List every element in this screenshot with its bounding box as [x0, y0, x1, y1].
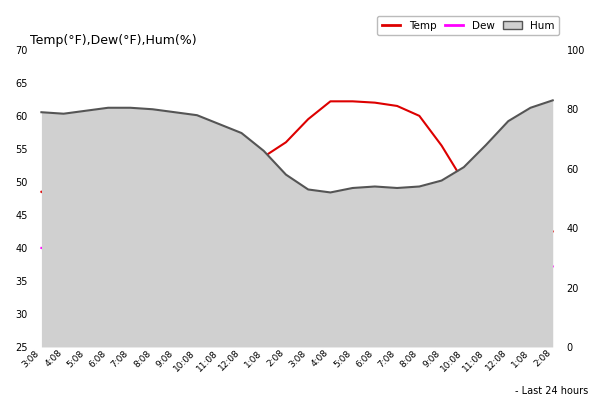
- Text: - Last 24 hours: - Last 24 hours: [515, 386, 588, 396]
- Legend: Temp, Dew, Hum: Temp, Dew, Hum: [377, 16, 559, 35]
- Text: Temp(°F),Dew(°F),Hum(%): Temp(°F),Dew(°F),Hum(%): [30, 34, 197, 47]
